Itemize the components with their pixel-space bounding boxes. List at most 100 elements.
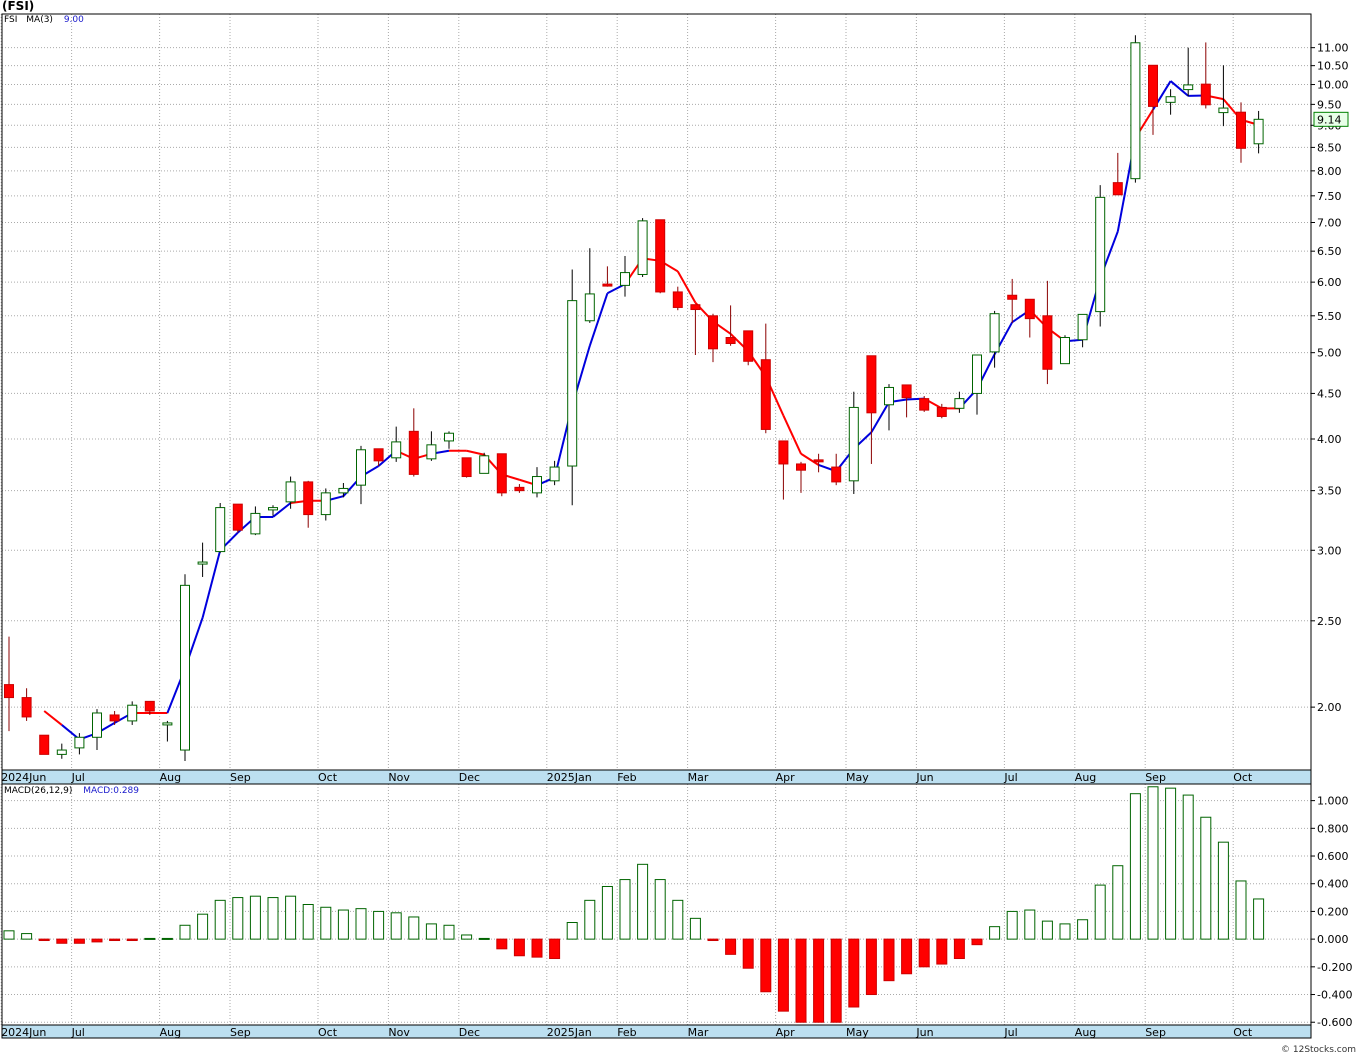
macd-bar: [707, 938, 719, 942]
macd-bar: [214, 899, 226, 940]
month-label: Dec: [459, 771, 480, 784]
candle-body: [690, 304, 701, 311]
month-label: Jun: [915, 771, 933, 784]
macd-bar: [109, 938, 121, 942]
month-label: Oct: [1233, 1026, 1253, 1039]
macd-bar: [549, 938, 561, 960]
candle-body: [426, 444, 437, 460]
macd-bar: [232, 897, 244, 940]
price-axis: 2.00 2.50 3.00 3.50 4.00 4.50 5.00 5.50 6.00 6.50…: [1311, 42, 1349, 714]
macd-histogram: [3, 786, 1265, 1023]
macd-bar: [725, 938, 737, 955]
month-label: Jul: [1003, 1026, 1017, 1039]
candle-body: [831, 466, 842, 483]
candle-body: [444, 432, 454, 442]
candle-body: [268, 507, 278, 511]
price-tick-label: 2.00: [1317, 701, 1342, 714]
macd-bar: [1165, 787, 1177, 940]
macd-bar: [249, 895, 261, 940]
candle-body: [936, 406, 947, 417]
month-label: Sep: [1145, 771, 1166, 784]
ma3-segment: [800, 452, 820, 466]
macd-bar: [337, 909, 349, 940]
month-label: Aug: [160, 1026, 181, 1039]
macd-bar: [302, 904, 314, 940]
macd-bar: [1024, 909, 1036, 940]
macd-bar: [848, 938, 860, 1008]
month-label: Sep: [230, 1026, 251, 1039]
month-label: Aug: [160, 771, 181, 784]
macd-bar: [795, 938, 807, 1023]
candle-body: [127, 704, 138, 722]
ma3-segment: [782, 415, 802, 455]
candle-body: [1148, 64, 1158, 107]
macd-tick-label: 0.400: [1317, 878, 1349, 891]
candle-body: [92, 712, 102, 738]
candle-body: [778, 440, 789, 465]
macd-bar: [1235, 880, 1247, 940]
macd-bar: [1129, 793, 1141, 940]
candle-body: [391, 441, 402, 459]
candle-body: [180, 584, 190, 751]
macd-bar: [21, 933, 33, 940]
price-tick-label: 7.50: [1317, 190, 1342, 203]
month-label: Jul: [71, 771, 85, 784]
macd-bar: [461, 934, 473, 940]
macd-bar: [1182, 794, 1194, 940]
macd-bar: [408, 916, 420, 940]
macd-bar: [672, 899, 684, 940]
ma3-segment: [870, 401, 890, 433]
price-tick-label: 9.50: [1317, 98, 1342, 111]
macd-bar: [373, 910, 385, 940]
month-band: [1, 1024, 1312, 1039]
price-tick-label: 7.00: [1317, 217, 1342, 230]
candle-body: [479, 455, 490, 474]
candle-body: [760, 359, 771, 430]
macd-tick-label: -0.600: [1317, 1016, 1352, 1029]
month-label: Jul: [71, 1026, 85, 1039]
price-candles: [4, 35, 1264, 762]
macd-bar: [425, 923, 437, 940]
candle-body: [1253, 118, 1264, 145]
price-tick-label: 4.50: [1317, 387, 1342, 400]
macd-bar: [1059, 923, 1071, 940]
ma3-segment: [588, 292, 609, 347]
macd-bar: [1253, 898, 1265, 940]
candle-body: [39, 734, 50, 755]
candle-body: [109, 714, 120, 722]
candle-body: [796, 463, 806, 471]
month-label: Feb: [617, 1026, 636, 1039]
macd-tick-label: 0.000: [1317, 933, 1349, 946]
macd-legend: MACD(26,12,9) MACD:0.289: [4, 786, 139, 796]
last-price-value: 9.14: [1317, 113, 1342, 126]
macd-bar: [1006, 910, 1018, 940]
price-legend: FSI MA(3) 9.00: [4, 15, 84, 25]
macd-bar: [689, 917, 701, 940]
candle-body: [549, 466, 560, 482]
macd-bar: [601, 885, 613, 940]
month-label: Aug: [1075, 1026, 1096, 1039]
candle-body: [620, 272, 630, 286]
price-frame: [1, 13, 1312, 771]
macd-bar: [865, 938, 877, 996]
chart-title: (FSI): [2, 0, 35, 13]
macd-bar: [1094, 884, 1106, 940]
macd-bar: [390, 912, 402, 940]
price-tick-label: 3.50: [1317, 485, 1342, 498]
price-tick-label: 8.50: [1317, 141, 1342, 154]
month-label: Nov: [388, 1026, 410, 1039]
price-tick-label: 6.00: [1317, 276, 1342, 289]
price-tick-label: 3.00: [1317, 544, 1342, 557]
candle-body: [1200, 83, 1211, 106]
macd-bar: [320, 906, 332, 940]
macd-bar: [285, 895, 297, 940]
ma3-segment: [466, 449, 485, 456]
macd-bar: [91, 938, 103, 943]
candle-body: [373, 448, 384, 462]
price-panel-border: [1, 13, 1312, 771]
candle-body: [919, 398, 930, 411]
candle-body: [162, 722, 173, 726]
candle-body: [285, 481, 296, 503]
candle-body: [21, 697, 32, 718]
legend-macd-label: MACD(26,12,9): [4, 786, 73, 796]
